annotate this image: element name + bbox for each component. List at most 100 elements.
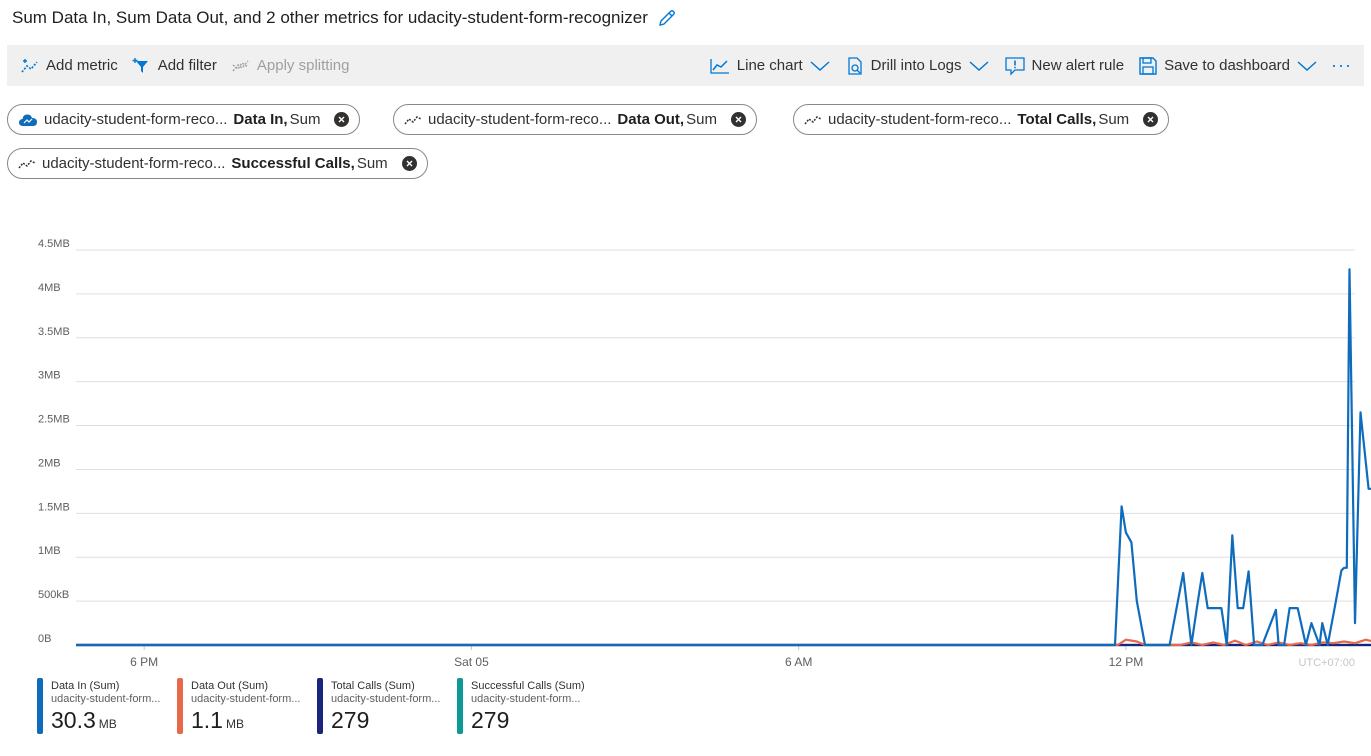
remove-metric-close-icon[interactable]: [1143, 112, 1159, 127]
y-tick-label: 4MB: [38, 282, 61, 294]
pill-aggregation: Sum: [356, 155, 388, 172]
chart-legend: Data In (Sum) udacity-student-form... 30…: [37, 677, 597, 737]
new-alert-rule-button[interactable]: New alert rule: [997, 45, 1132, 86]
pill-resource: udacity-student-form-reco...: [42, 155, 226, 172]
x-tick-label: 6 AM: [785, 655, 812, 669]
metric-pill-total-calls[interactable]: udacity-student-form-reco... Total Calls…: [793, 104, 1170, 135]
pill-resource: udacity-student-form-reco...: [428, 111, 612, 128]
line-chart-label: Line chart: [736, 57, 803, 74]
metric-pill-data-out[interactable]: udacity-student-form-reco... Data Out, S…: [393, 104, 757, 135]
save-to-dashboard-dropdown[interactable]: Save to dashboard: [1131, 45, 1325, 86]
x-tick-label: 12 PM: [1109, 655, 1144, 669]
add-filter-label: Add filter: [157, 57, 217, 74]
cloud-icon: [19, 114, 37, 126]
legend-item-successful-calls[interactable]: Successful Calls (Sum) udacity-student-f…: [457, 677, 597, 735]
line-chart-dropdown[interactable]: Line chart: [702, 45, 838, 86]
remove-metric-close-icon[interactable]: [401, 156, 417, 171]
splitting-icon: [232, 60, 249, 71]
pill-resource: udacity-student-form-reco...: [44, 111, 228, 128]
metric-line-icon: [404, 115, 422, 124]
x-tick-label: 6 PM: [130, 655, 158, 669]
new-alert-rule-label: New alert rule: [1031, 57, 1125, 74]
toolbar-right: Line chart Drill into Logs New alert rul…: [702, 45, 1358, 86]
legend-item-total-calls[interactable]: Total Calls (Sum) udacity-student-form..…: [317, 677, 457, 735]
legend-series-name: Successful Calls (Sum): [471, 680, 585, 692]
metrics-chart[interactable]: 4.5MB 4MB 3.5MB 3MB 2.5MB 2MB 1.5MB 1MB 500kB 0B 6…: [0, 230, 1371, 675]
page-title: Sum Data In, Sum Data Out, and 2 other m…: [12, 8, 648, 27]
pill-metric: Total Calls,: [1017, 111, 1097, 128]
pill-metric: Successful Calls,: [231, 155, 355, 172]
y-tick-label: 0B: [38, 633, 51, 645]
remove-metric-close-icon[interactable]: [730, 112, 746, 127]
x-tick-label: Sat 05: [454, 655, 489, 669]
y-tick-label: 3.5MB: [38, 326, 70, 338]
pill-metric: Data Out,: [617, 111, 685, 128]
pencil-icon[interactable]: [656, 7, 678, 29]
filter-plus-icon: [132, 57, 148, 73]
legend-item-data-in[interactable]: Data In (Sum) udacity-student-form... 30…: [37, 677, 177, 735]
legend-series-name: Data Out (Sum): [191, 680, 269, 692]
pill-aggregation: Sum: [1098, 111, 1130, 128]
legend-unit: MB: [225, 717, 244, 731]
pill-aggregation: Sum: [686, 111, 717, 128]
line-chart-svg: 4.5MB 4MB 3.5MB 3MB 2.5MB 2MB 1.5MB 1MB 500kB 0B 6…: [38, 238, 1371, 669]
legend-series-name: Total Calls (Sum): [331, 680, 415, 692]
add-filter-button[interactable]: Add filter: [125, 45, 224, 86]
add-metric-button[interactable]: Add metric: [13, 45, 125, 86]
alert-icon: [1004, 56, 1025, 76]
metric-pill-successful-calls[interactable]: udacity-student-form-reco... Successful …: [7, 148, 428, 179]
timezone-label: UTC+07:00: [1298, 657, 1355, 669]
legend-resource: udacity-student-form...: [471, 693, 581, 705]
add-metric-label: Add metric: [46, 57, 118, 74]
legend-value: 279: [471, 706, 597, 734]
toolbar-left: Add metric Add filter Apply splitting: [13, 45, 356, 86]
drill-into-logs-label: Drill into Logs: [870, 57, 962, 74]
chevron-down-icon: [969, 60, 989, 71]
pill-aggregation: Sum: [289, 111, 321, 128]
chevron-down-icon: [810, 60, 830, 71]
line-chart-icon: [710, 58, 729, 74]
legend-resource: udacity-student-form...: [191, 693, 301, 705]
y-tick-label: 2MB: [38, 457, 61, 469]
legend-value: 279: [331, 706, 457, 734]
metric-pill-data-in[interactable]: udacity-student-form-reco... Data In, Su…: [7, 104, 361, 135]
logs-icon: [848, 56, 862, 75]
y-tick-label: 3MB: [38, 370, 61, 382]
legend-color-bar: [177, 678, 183, 734]
metric-line-icon: [804, 115, 822, 124]
legend-number: 30.3: [51, 707, 96, 733]
legend-value: 1.1 MB: [191, 706, 317, 738]
legend-resource: udacity-student-form...: [51, 693, 161, 705]
metric-line-icon: [18, 159, 36, 168]
legend-color-bar: [37, 678, 43, 734]
save-icon: [1139, 56, 1157, 75]
y-tick-label: 500kB: [38, 589, 69, 601]
apply-splitting-button[interactable]: Apply splitting: [224, 45, 357, 86]
toolbar: Add metric Add filter Apply splitting Li…: [7, 45, 1364, 86]
more-options-button[interactable]: ···: [1331, 55, 1352, 75]
legend-series-name: Data In (Sum): [51, 680, 120, 692]
legend-value: 30.3 MB: [51, 706, 177, 738]
apply-splitting-label: Apply splitting: [256, 57, 350, 74]
y-tick-label: 2.5MB: [38, 414, 70, 426]
pill-metric: Data In,: [233, 111, 288, 128]
legend-color-bar: [317, 678, 323, 734]
y-tick-label: 1MB: [38, 545, 61, 557]
y-tick-label: 1.5MB: [38, 501, 70, 513]
series-line: [76, 268, 1371, 647]
legend-resource: udacity-student-form...: [331, 693, 441, 705]
sparkle-chart-icon: [21, 58, 38, 73]
pill-resource: udacity-student-form-reco...: [828, 111, 1012, 128]
legend-number: 279: [331, 707, 370, 733]
y-tick-label: 4.5MB: [38, 238, 70, 250]
remove-metric-close-icon[interactable]: [334, 112, 350, 127]
save-to-dashboard-label: Save to dashboard: [1164, 57, 1291, 74]
title-row: Sum Data In, Sum Data Out, and 2 other m…: [12, 6, 678, 30]
legend-color-bar: [457, 678, 463, 734]
legend-number: 1.1: [191, 707, 223, 733]
drill-into-logs-dropdown[interactable]: Drill into Logs: [838, 45, 997, 86]
legend-number: 279: [471, 707, 510, 733]
chevron-down-icon: [1297, 60, 1317, 71]
legend-item-data-out[interactable]: Data Out (Sum) udacity-student-form... 1…: [177, 677, 317, 735]
legend-unit: MB: [98, 717, 117, 731]
